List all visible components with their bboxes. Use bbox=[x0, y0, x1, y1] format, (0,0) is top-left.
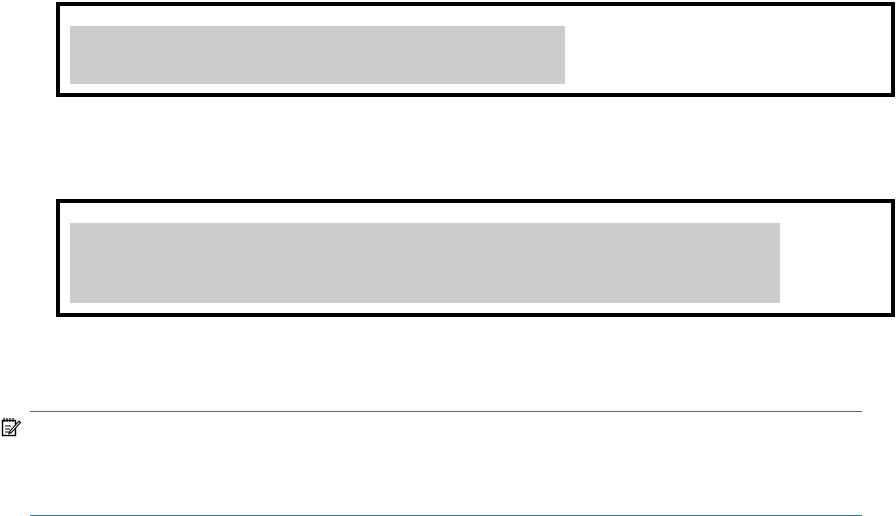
code-block-2 bbox=[56, 199, 895, 317]
redacted-content bbox=[70, 223, 780, 303]
note-pencil-icon bbox=[1, 416, 22, 438]
code-block-1 bbox=[56, 2, 895, 97]
note-top-rule bbox=[30, 411, 862, 412]
redacted-content bbox=[70, 26, 565, 84]
